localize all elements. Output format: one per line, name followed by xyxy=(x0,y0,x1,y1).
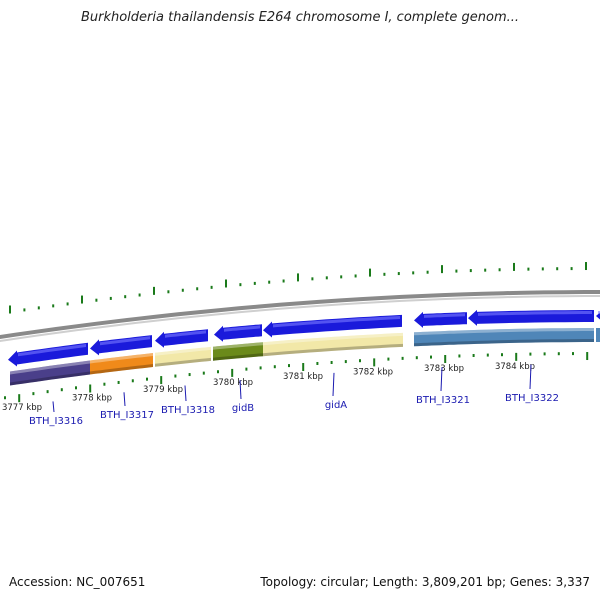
gene-bar-shadow xyxy=(263,343,403,357)
gene-labels: BTH_I3316 BTH_I3317 BTH_I3318 gidB gidA BTH_I… xyxy=(29,393,559,427)
gene-label-bth_i3317: BTH_I3317 xyxy=(100,410,154,421)
scale-label: 3777 kbp xyxy=(2,403,42,413)
gene-bar-bth_i3321 xyxy=(414,330,467,347)
strand-arrow xyxy=(414,311,467,328)
leader-line xyxy=(440,367,443,392)
gene-label-bth_i3316: BTH_I3316 xyxy=(29,416,83,427)
gene-bar-shadow xyxy=(467,339,594,345)
arrow-highlight xyxy=(224,325,260,332)
forward-strand-arrows xyxy=(8,309,600,367)
outer-tick-marks xyxy=(9,262,587,314)
leader-line xyxy=(332,372,335,397)
gene-bar-bth_i3317 xyxy=(90,353,153,375)
gene-bar-shine xyxy=(263,332,403,346)
gene-bar-shadow xyxy=(155,357,211,367)
arrow-head xyxy=(263,321,272,338)
gene-bar-shine xyxy=(155,346,211,356)
scale-labels: 3777 kbp 3778 kbp 3779 kbp 3780 kbp 3781 kbp… xyxy=(2,362,535,413)
gene-label-bth_i3318: BTH_I3318 xyxy=(161,405,215,416)
strand-arrow xyxy=(468,309,594,326)
arrow-highlight xyxy=(100,336,150,346)
arrow-highlight xyxy=(18,344,86,357)
leader-line xyxy=(239,380,242,400)
gene-label-gida: gidA xyxy=(325,400,347,411)
scale-label: 3781 kbp xyxy=(283,372,323,382)
gene-bars xyxy=(10,328,600,386)
arrow-head xyxy=(414,311,423,328)
strand-arrow xyxy=(263,314,402,338)
arrow-highlight xyxy=(478,311,592,316)
arrow-highlight xyxy=(424,313,465,318)
leader-line xyxy=(184,385,187,402)
gene-bar-fill xyxy=(263,332,403,357)
strand-arrow xyxy=(8,342,88,367)
gene-bar-shine xyxy=(90,353,153,364)
gene-bar-gidb xyxy=(213,342,263,361)
gene-bar-fill xyxy=(213,342,263,361)
strand-arrow xyxy=(596,311,600,320)
scale-label: 3783 kbp xyxy=(424,364,464,374)
scale-label: 3782 kbp xyxy=(353,367,393,377)
gene-label-bth_i3321: BTH_I3321 xyxy=(416,395,470,406)
gene-label-bth_i3322: BTH_I3322 xyxy=(505,393,559,404)
arrow-head xyxy=(155,331,164,348)
gene-bar-shine xyxy=(213,342,263,350)
gene-label-gidb: gidB xyxy=(232,403,254,414)
chromosome-backbone xyxy=(0,290,600,340)
gene-bar-shadow xyxy=(213,353,263,361)
gene-bar-shine xyxy=(10,360,90,375)
gene-bar-fill xyxy=(467,328,594,345)
leader-line xyxy=(529,364,532,390)
arrow-head xyxy=(214,325,223,342)
scale-label: 3784 kbp xyxy=(495,362,535,372)
gene-bar-fill xyxy=(414,330,467,347)
scale-tick-marks xyxy=(4,352,589,403)
gene-bar-gida xyxy=(263,332,403,357)
scale-label: 3778 kbp xyxy=(72,393,112,403)
gene-bar-shadow xyxy=(90,364,153,375)
strand-arrow xyxy=(214,324,262,342)
gene-bar-shine xyxy=(467,328,594,334)
arrow-highlight xyxy=(165,330,206,338)
gene-leader-lines xyxy=(52,364,532,413)
strand-arrow xyxy=(155,329,208,348)
gene-bar-bth_i3316 xyxy=(10,360,90,386)
gene-bar-offscreen xyxy=(596,328,600,342)
scale-label: 3780 kbp xyxy=(213,378,253,388)
scale-label: 3779 kbp xyxy=(143,385,183,395)
arrow-head xyxy=(596,312,600,320)
arrow-head xyxy=(90,339,99,356)
gene-bar-shadow xyxy=(414,341,467,347)
gene-bar-fill xyxy=(155,346,211,367)
topology-summary-text: Topology: circular; Length: 3,809,201 bp… xyxy=(260,575,590,589)
gene-bar-bth_i3318 xyxy=(155,346,211,367)
gene-bar-fill xyxy=(90,353,153,375)
gene-bar-shine xyxy=(414,330,467,336)
leader-line xyxy=(123,392,126,407)
chromosome-backbone-shadow xyxy=(0,295,600,343)
leader-line xyxy=(52,401,55,413)
gene-bar-shadow xyxy=(10,371,90,386)
arrow-highlight xyxy=(273,316,400,328)
accession-text: Accession: NC_007651 xyxy=(9,575,146,589)
gene-bar-bth_i3322 xyxy=(467,328,594,345)
strand-arrow xyxy=(90,335,152,356)
map-title: Burkholderia thailandensis E264 chromoso… xyxy=(80,10,520,25)
gene-bar-fill xyxy=(10,360,90,386)
arrow-head xyxy=(8,350,17,367)
arrow-head xyxy=(468,309,477,326)
